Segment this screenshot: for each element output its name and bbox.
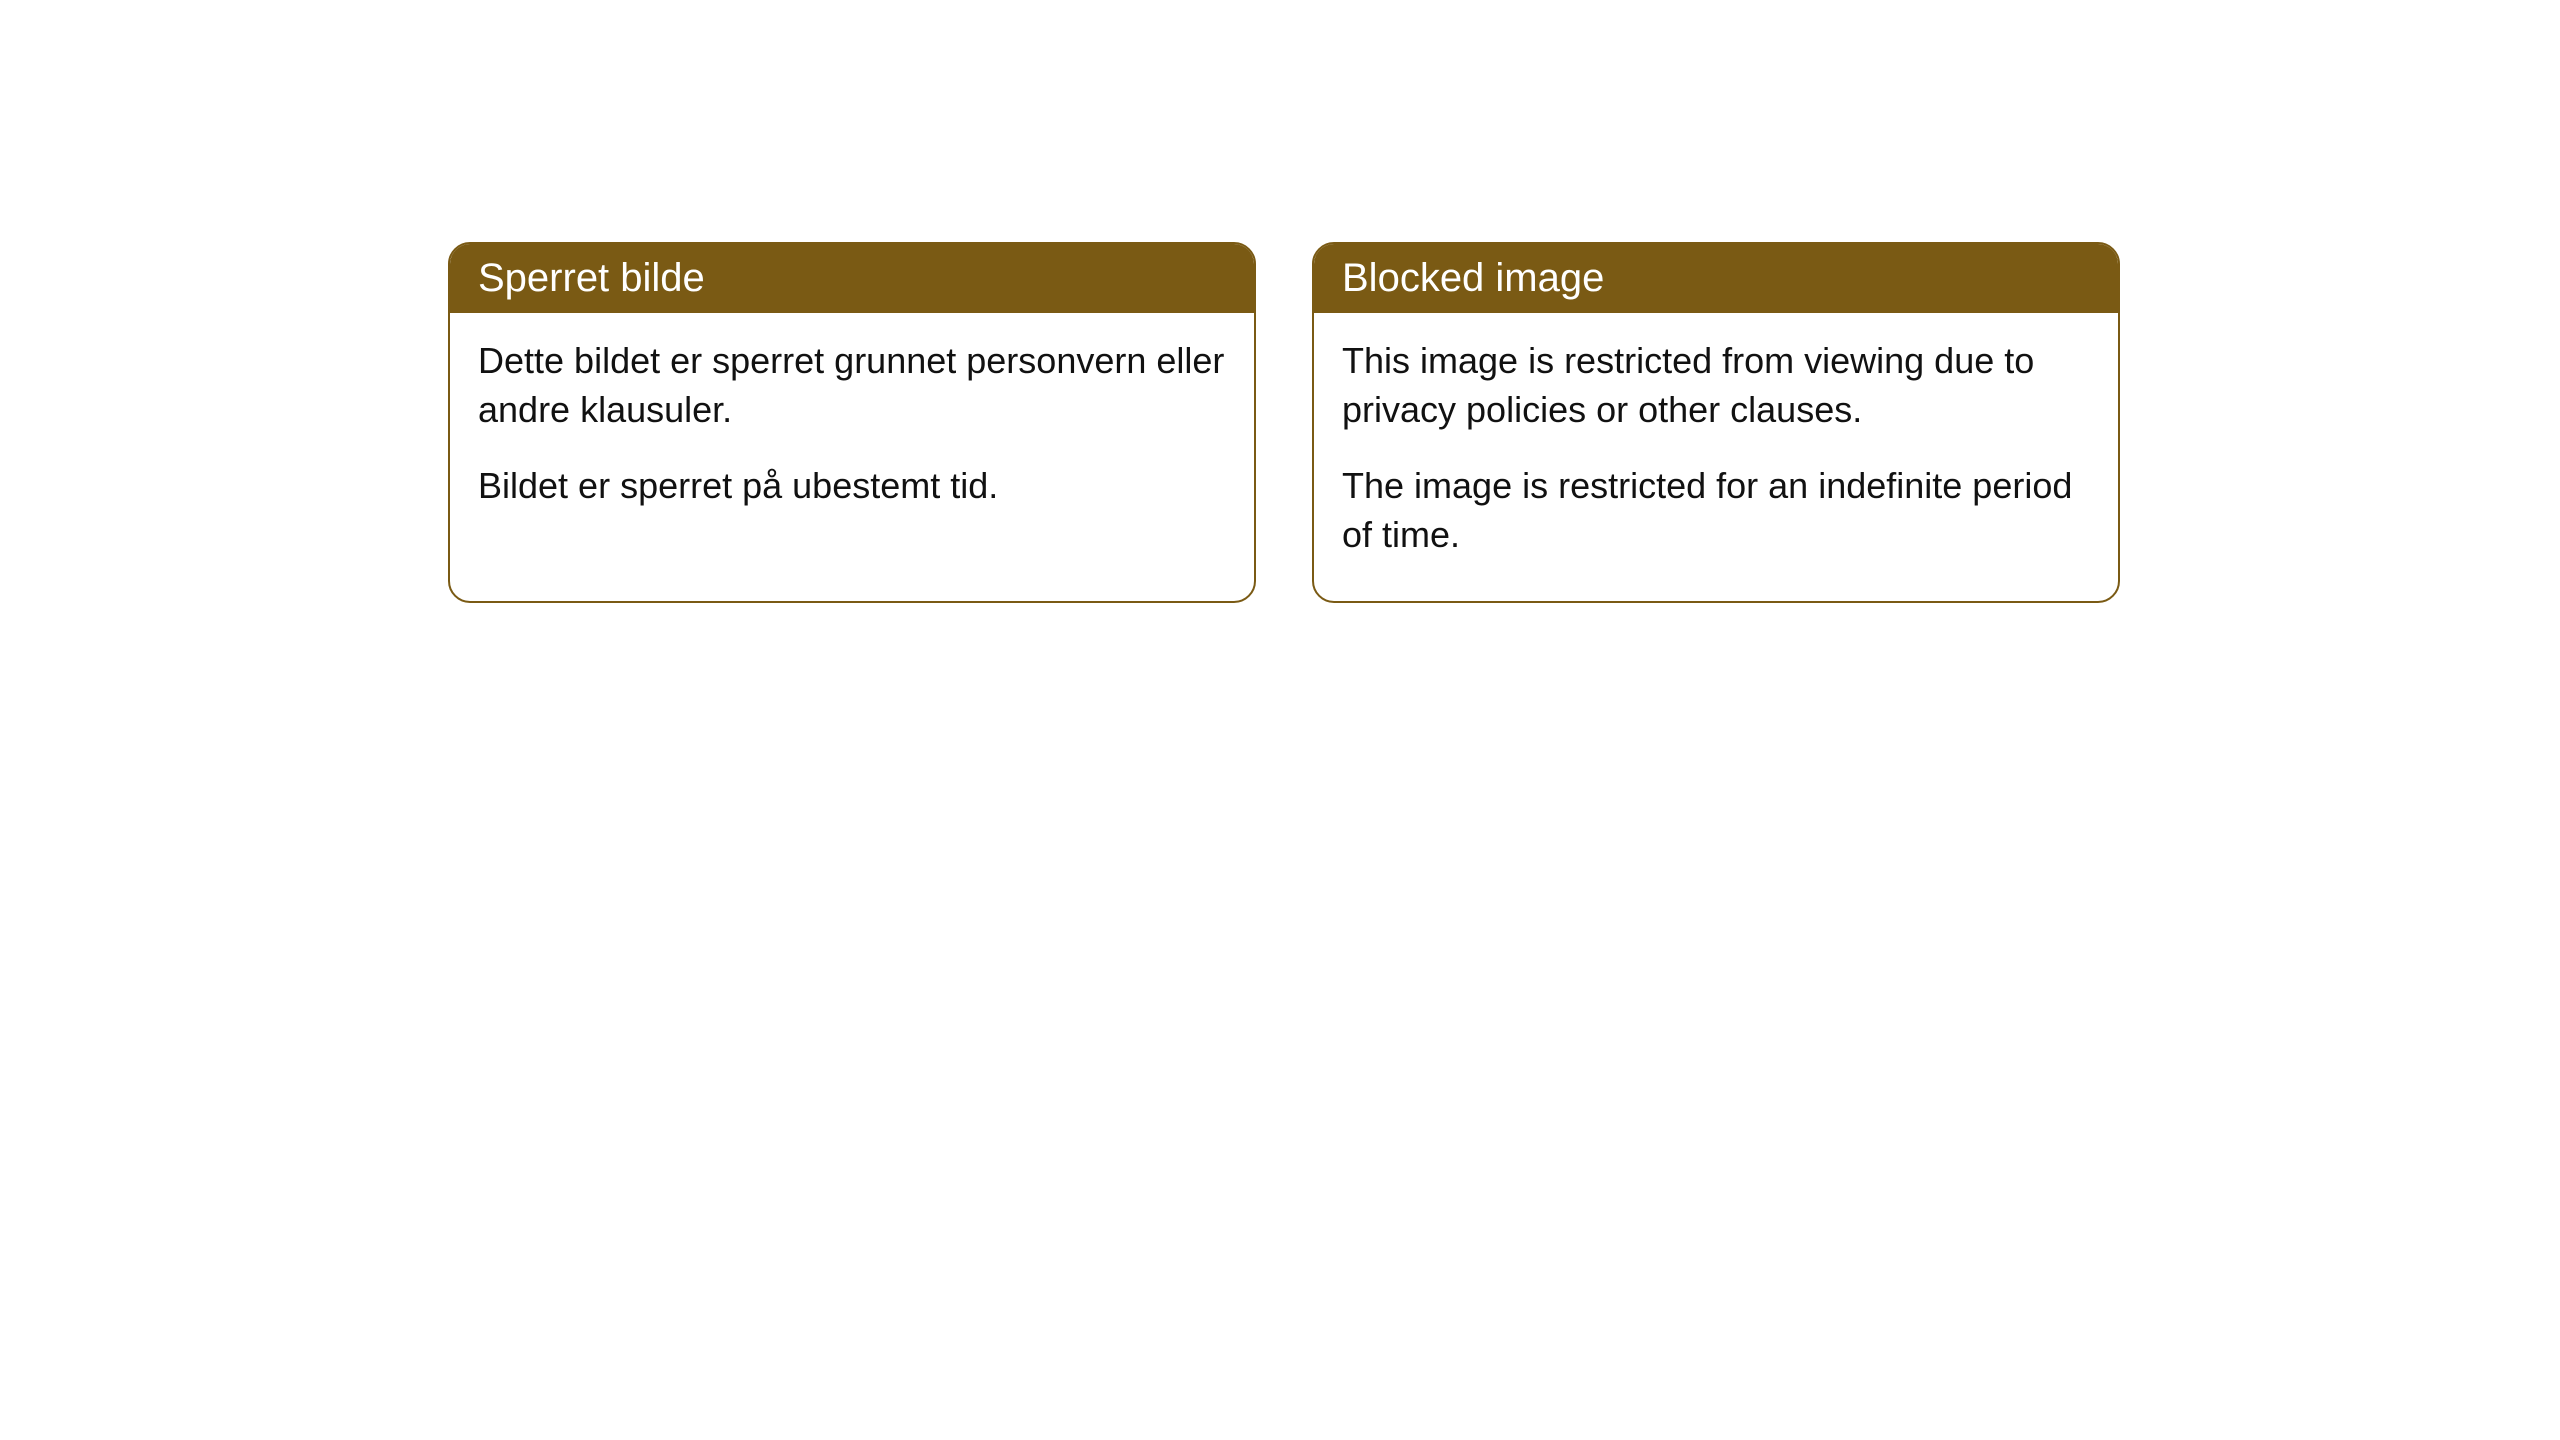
- notice-paragraph: The image is restricted for an indefinit…: [1342, 462, 2090, 559]
- notice-body-norwegian: Dette bildet er sperret grunnet personve…: [450, 313, 1254, 553]
- notice-card-norwegian: Sperret bilde Dette bildet er sperret gr…: [448, 242, 1256, 603]
- notice-header-english: Blocked image: [1314, 244, 2118, 313]
- notice-header-norwegian: Sperret bilde: [450, 244, 1254, 313]
- notice-paragraph: This image is restricted from viewing du…: [1342, 337, 2090, 434]
- notice-cards-container: Sperret bilde Dette bildet er sperret gr…: [0, 0, 2560, 603]
- notice-paragraph: Bildet er sperret på ubestemt tid.: [478, 462, 1226, 511]
- notice-paragraph: Dette bildet er sperret grunnet personve…: [478, 337, 1226, 434]
- notice-title: Sperret bilde: [478, 256, 705, 300]
- notice-body-english: This image is restricted from viewing du…: [1314, 313, 2118, 601]
- notice-title: Blocked image: [1342, 256, 1604, 300]
- notice-card-english: Blocked image This image is restricted f…: [1312, 242, 2120, 603]
